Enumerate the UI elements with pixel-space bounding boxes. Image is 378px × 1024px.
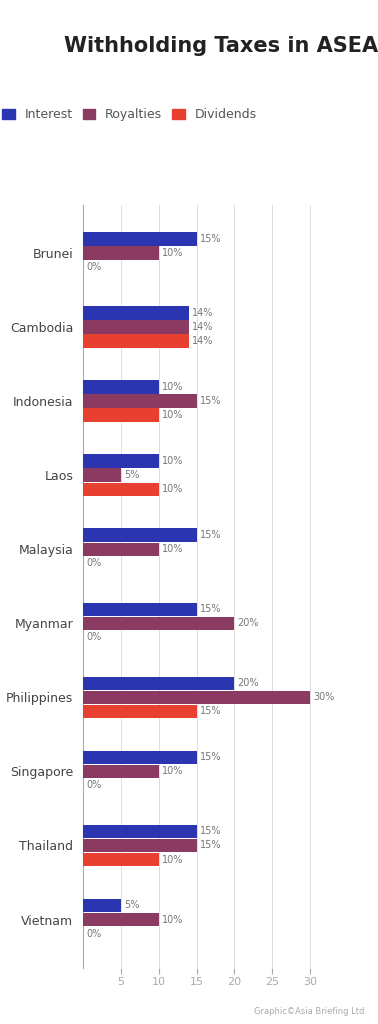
Text: 10%: 10% — [162, 456, 183, 466]
Text: 20%: 20% — [237, 618, 259, 629]
Bar — [83, 616, 234, 630]
Text: 14%: 14% — [192, 308, 214, 317]
Text: 0%: 0% — [86, 929, 101, 939]
Bar — [83, 482, 159, 496]
Bar — [83, 677, 234, 690]
Bar — [83, 455, 159, 468]
Text: 0%: 0% — [86, 633, 101, 642]
Text: Graphic©Asia Briefing Ltd.: Graphic©Asia Briefing Ltd. — [254, 1007, 367, 1016]
Bar — [83, 853, 159, 866]
Text: 20%: 20% — [237, 678, 259, 688]
Bar — [83, 839, 197, 852]
Text: 10%: 10% — [162, 855, 183, 864]
Bar — [83, 306, 189, 319]
Text: 15%: 15% — [200, 233, 221, 244]
Bar — [83, 409, 159, 422]
Bar — [83, 232, 197, 246]
Text: 5%: 5% — [124, 470, 139, 480]
Bar — [83, 468, 121, 482]
Text: 10%: 10% — [162, 248, 183, 258]
Bar — [83, 899, 121, 912]
Text: 0%: 0% — [86, 558, 101, 568]
Text: 15%: 15% — [200, 826, 221, 837]
Text: Withholding Taxes in ASEAN: Withholding Taxes in ASEAN — [64, 36, 378, 56]
Bar — [83, 690, 310, 705]
Text: 10%: 10% — [162, 914, 183, 925]
Text: 5%: 5% — [124, 900, 139, 910]
Text: 10%: 10% — [162, 544, 183, 554]
Text: 0%: 0% — [86, 262, 101, 272]
Bar — [83, 602, 197, 615]
Legend: Interest, Royalties, Dividends: Interest, Royalties, Dividends — [2, 109, 257, 121]
Bar — [83, 321, 189, 334]
Text: 30%: 30% — [313, 692, 335, 702]
Bar — [83, 394, 197, 408]
Text: 0%: 0% — [86, 780, 101, 791]
Bar — [83, 705, 197, 718]
Text: 15%: 15% — [200, 707, 221, 717]
Text: 10%: 10% — [162, 766, 183, 776]
Bar — [83, 912, 159, 926]
Text: 15%: 15% — [200, 604, 221, 614]
Text: 15%: 15% — [200, 530, 221, 540]
Text: 15%: 15% — [200, 841, 221, 851]
Bar — [83, 380, 159, 393]
Text: 10%: 10% — [162, 484, 183, 495]
Text: 15%: 15% — [200, 753, 221, 762]
Bar — [83, 751, 197, 764]
Text: 10%: 10% — [162, 382, 183, 392]
Text: 15%: 15% — [200, 396, 221, 407]
Bar — [83, 335, 189, 348]
Text: 14%: 14% — [192, 322, 214, 332]
Bar — [83, 247, 159, 260]
Bar — [83, 543, 159, 556]
Text: 14%: 14% — [192, 336, 214, 346]
Bar — [83, 765, 159, 778]
Bar — [83, 824, 197, 838]
Bar — [83, 528, 197, 542]
Text: 10%: 10% — [162, 411, 183, 420]
